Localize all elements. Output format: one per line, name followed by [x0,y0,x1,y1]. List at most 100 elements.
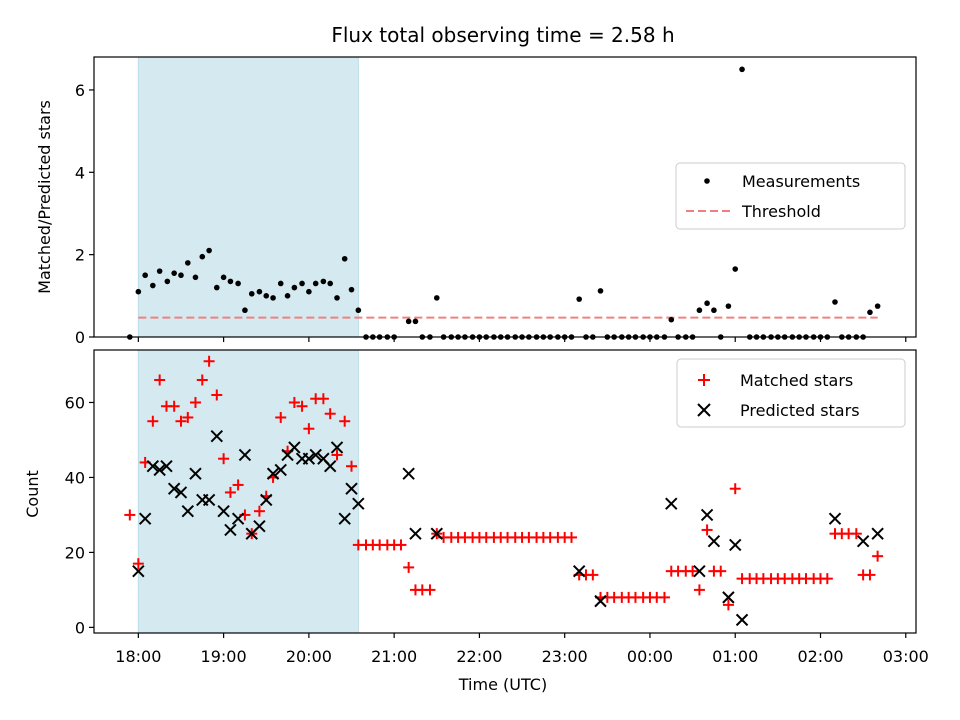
top-legend: Measurements Threshold [675,162,906,230]
matched-point-11 [203,355,215,367]
legend-measurements-label: Measurements [742,172,860,191]
bottom-xtick-label-9: 03:00 [883,647,929,666]
top-legend-box [675,162,906,230]
predicted-point-4 [160,459,173,473]
predicted-point-24 [302,452,316,465]
legend-matched-label: Matched stars [740,371,853,390]
predicted-point-5 [167,482,181,495]
measurement-point-28 [327,280,333,287]
measurement-point-19 [263,293,270,299]
top-y-ticks: 0 2 4 6 [75,81,94,347]
legend-threshold-label: Threshold [741,202,821,221]
shade-span-top [137,56,359,338]
matched-point-31 [346,460,358,472]
predicted-point-29 [338,512,351,525]
measurement-point-17 [248,290,255,297]
matched-point-13 [218,453,230,465]
matched-point-81 [701,524,713,536]
measurement-point-10 [199,253,206,260]
bottom-xtick-label-8: 02:00 [797,647,843,666]
matched-point-9 [189,396,201,408]
measurement-point-16 [242,307,248,314]
measurement-point-81 [711,307,717,314]
predicted-point-32 [402,467,415,480]
top-ytick-label-0: 0 [75,328,85,347]
matched-point-3 [147,415,159,427]
measurement-point-27 [320,278,327,285]
measurement-point-18 [256,288,263,295]
measurement-point-12 [213,284,220,291]
bottom-xtick-label-7: 01:00 [712,647,758,666]
predicted-point-38 [693,564,706,578]
measurement-point-42 [433,295,440,301]
matched-point-14 [224,486,236,498]
predicted-point-11 [210,430,223,443]
bottom-y-axis-label: Count [23,470,42,518]
matched-point-24 [296,400,308,412]
matched-point-85 [729,483,741,495]
bottom-panel: 0 20 40 60 18:00 19:00 20:00 21:00 22:00 23:00 00… [23,349,929,694]
bottom-xtick-label-0: 18:00 [115,647,161,666]
bottom-ytick-label-1: 20 [65,543,85,562]
predicted-point-1 [138,512,152,525]
matched-point-62 [566,531,578,543]
matched-point-39 [403,561,415,573]
measurement-point-38 [405,318,412,325]
bottom-legend: Matched stars Predicted stars [676,358,906,428]
predicted-point-18 [260,493,273,507]
observing-window-shade-bottom [137,349,359,634]
matched-point-102 [850,528,862,540]
measurement-point-103 [867,309,873,316]
predicted-point-30 [345,482,358,495]
matched-point-84 [722,599,734,611]
measurement-point-80 [704,300,710,307]
measurement-point-85 [739,66,745,73]
predicted-point-7 [181,504,195,518]
predicted-point-42 [729,538,742,552]
predicted-point-2 [146,459,160,473]
measurement-point-75 [668,316,675,323]
predicted-point-46 [871,527,884,540]
predicted-point-0 [132,564,145,578]
predicted-point-13 [224,523,237,537]
matched-point-104 [864,569,876,581]
measurement-point-31 [348,286,355,293]
predicted-point-36 [594,594,607,608]
measurement-point-98 [832,299,838,305]
legend-measurements-marker [704,178,710,184]
top-ytick-label-2: 4 [75,163,85,182]
measurement-point-24 [299,280,305,287]
measurement-point-5 [164,278,171,285]
measurement-point-22 [284,293,291,299]
predicted-point-43 [735,613,749,627]
measurement-point-30 [341,255,348,262]
measurement-point-11 [206,247,212,254]
matched-point-98 [821,573,833,585]
predicted-point-6 [174,486,188,499]
measurement-point-79 [696,307,703,314]
predicted-point-28 [330,441,344,454]
matched-point-30 [339,415,351,427]
bottom-ytick-label-2: 40 [65,468,85,487]
shade-span-bottom [137,349,359,634]
bottom-axes-frame [93,349,917,634]
bottom-y-ticks: 0 20 40 60 [65,393,94,637]
matched-point-27 [317,393,329,405]
measurement-point-9 [192,274,199,281]
predicted-point-8 [189,467,202,480]
top-panel: 0 2 4 6 Matched/Predicted stars Measurement… [35,56,917,347]
legend-predicted-marker [697,403,711,417]
predicted-point-17 [253,519,266,533]
measurement-point-39 [412,318,419,325]
top-y-axis-label: Matched/Predicted stars [35,100,54,294]
top-ytick-label-1: 2 [75,246,85,265]
x-axis-label: Time (UTC) [458,675,547,694]
predicted-point-39 [700,508,714,522]
matched-point-29 [331,449,343,461]
matched-point-12 [211,389,223,401]
matched-point-83 [715,565,727,577]
measurement-point-29 [334,295,340,301]
predicted-point-31 [352,497,365,510]
predicted-point-44 [828,512,842,525]
matched-point-105 [872,550,884,562]
